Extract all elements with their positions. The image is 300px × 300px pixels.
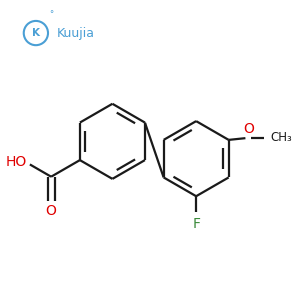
Text: O: O (243, 122, 254, 136)
Text: CH₃: CH₃ (271, 131, 292, 144)
Text: HO: HO (6, 155, 27, 169)
Text: Kuujia: Kuujia (57, 26, 95, 40)
Text: F: F (192, 217, 200, 231)
Text: K: K (32, 28, 40, 38)
Text: °: ° (50, 11, 54, 20)
Text: O: O (46, 204, 57, 218)
